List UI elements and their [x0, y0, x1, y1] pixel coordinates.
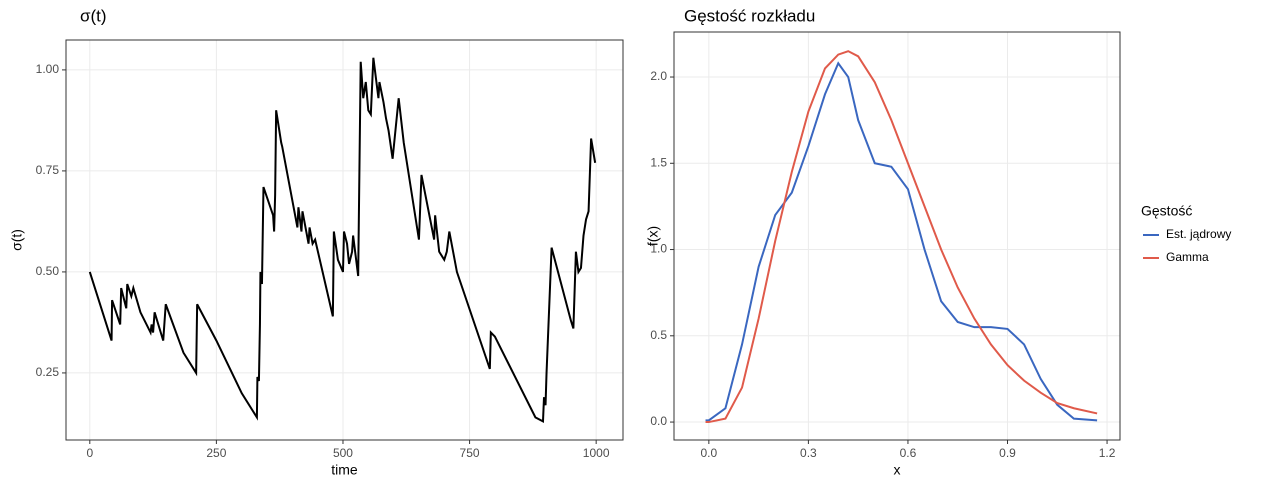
x-tick-label: 0.0 [701, 446, 718, 460]
plot-border [65, 39, 624, 441]
y-tick-label: 0.75 [36, 163, 60, 177]
x-tick-label: 250 [206, 446, 226, 460]
y-tick-label: 1.00 [36, 62, 60, 76]
x-tick-label: 0.6 [900, 446, 917, 460]
legend-label: Gamma [1166, 250, 1209, 264]
x-tick-label: 1000 [583, 446, 610, 460]
x-tick-label: 750 [460, 446, 480, 460]
x-tick-label: 0 [86, 446, 93, 460]
chart-title: Gęstość rozkładu [684, 6, 815, 25]
y-axis-title: f(x) [645, 226, 661, 246]
legend-label: Est. jądrowy [1166, 227, 1231, 241]
plot-border [673, 31, 1121, 441]
chart-title: σ(t) [80, 6, 107, 25]
plot-background [674, 32, 1120, 440]
x-tick-label: 1.2 [1099, 446, 1116, 460]
y-tick-label: 0.25 [36, 365, 60, 379]
data-line [88, 57, 597, 424]
y-tick-label: 0.0 [650, 414, 667, 428]
y-tick-label: 2.0 [650, 69, 667, 83]
data-line [705, 50, 1098, 424]
y-tick-label: 1.0 [650, 242, 667, 256]
y-tick-label: 1.5 [650, 155, 667, 169]
data-line [705, 61, 1098, 422]
x-axis-title: time [331, 462, 358, 478]
x-tick-label: 500 [333, 446, 353, 460]
x-axis-title: x [894, 462, 901, 478]
y-tick-label: 0.5 [650, 328, 667, 342]
y-tick-label: 0.50 [36, 264, 60, 278]
x-tick-label: 0.3 [800, 446, 817, 460]
x-tick-label: 0.9 [999, 446, 1016, 460]
y-axis-title: σ(t) [9, 229, 25, 251]
legend-title: Gęstość [1141, 203, 1192, 219]
